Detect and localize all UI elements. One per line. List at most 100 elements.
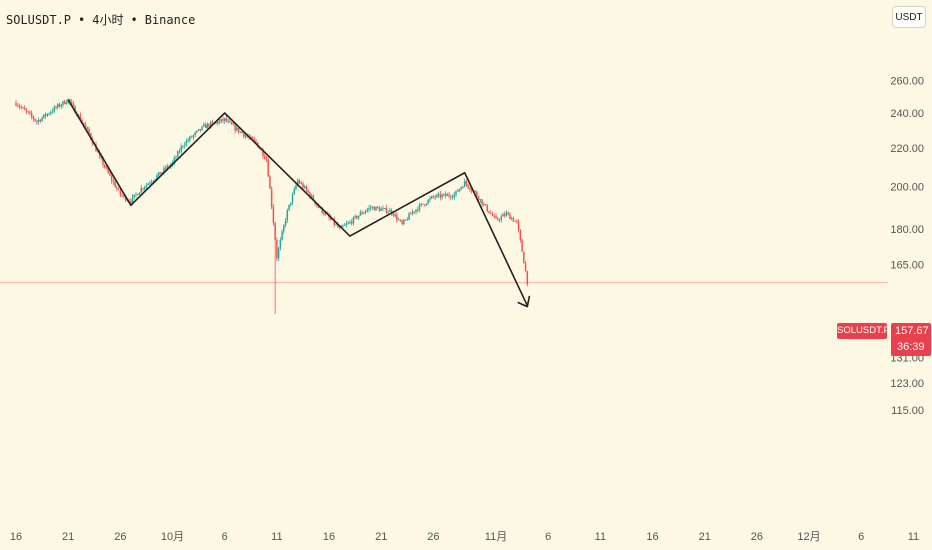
candle-body <box>443 193 445 195</box>
candle-body <box>378 207 381 211</box>
candle-body <box>490 213 492 214</box>
candle-body <box>166 165 169 170</box>
candle-body <box>190 136 193 138</box>
candle-body <box>521 239 523 252</box>
candle-body <box>37 119 40 122</box>
candle-body <box>142 188 144 190</box>
currency-button[interactable]: USDT <box>892 6 926 28</box>
candle-body <box>220 118 222 121</box>
symbol-name: SOLUSDT.P <box>6 13 72 27</box>
candle-body <box>173 158 176 163</box>
candle-body <box>234 124 236 131</box>
candle-body <box>463 181 466 188</box>
candle-body <box>309 192 311 198</box>
candle-body <box>25 109 28 112</box>
candle-body <box>436 194 438 198</box>
candle-body <box>370 207 372 209</box>
candle-body <box>441 194 443 198</box>
candle-body <box>79 115 82 121</box>
candle-body <box>56 104 59 108</box>
candle-body <box>307 190 309 193</box>
candle-body <box>232 124 235 126</box>
candle-body <box>15 103 17 106</box>
candle-body <box>133 194 136 197</box>
candle-body <box>201 126 203 131</box>
candle-body <box>154 179 156 181</box>
candle-body <box>303 186 306 188</box>
candle-body <box>149 183 151 185</box>
candle-body <box>203 124 205 127</box>
y-tick-label: 165.00 <box>890 259 924 271</box>
candle-body <box>465 181 468 185</box>
candle-body <box>349 221 351 223</box>
y-tick-label: 240.00 <box>890 108 924 120</box>
candle-body <box>147 183 149 186</box>
candle-body <box>410 213 412 215</box>
candle-body <box>335 224 337 226</box>
candle-body <box>470 189 473 191</box>
candle-body <box>121 195 123 196</box>
candle-body <box>406 219 409 221</box>
candle-body <box>156 175 158 180</box>
candle-body <box>225 118 228 122</box>
candle-body <box>41 117 43 122</box>
candle-body <box>103 164 106 168</box>
candle-body <box>199 129 202 131</box>
candle-body <box>444 193 447 196</box>
title-separator: • <box>78 13 86 27</box>
x-tick-label: 11 <box>908 531 919 543</box>
candle-body <box>397 219 400 221</box>
candle-body <box>183 144 186 146</box>
candle-body <box>382 208 384 210</box>
candle-body <box>250 136 252 138</box>
candle-body <box>230 122 233 125</box>
symbol-title: SOLUSDT.P • 4小时 • Binance <box>6 11 195 28</box>
candle-body <box>123 195 125 197</box>
candle-body <box>453 194 456 198</box>
candle-body <box>48 113 50 115</box>
candle-body <box>523 251 525 264</box>
candle-body <box>163 168 165 173</box>
candle-body <box>366 209 369 212</box>
candle-body <box>418 204 421 211</box>
candle-body <box>237 127 240 133</box>
candle-body <box>503 214 506 216</box>
candle-body <box>269 176 271 189</box>
candle-body <box>112 180 115 182</box>
candle-body <box>310 195 313 198</box>
candle-body <box>196 130 198 133</box>
candle-body <box>270 188 273 207</box>
candle-body <box>194 132 196 136</box>
x-tick-label: 12月 <box>797 531 820 543</box>
candle-body <box>185 140 188 145</box>
x-tick-label: 16 <box>323 531 335 543</box>
x-tick-label: 16 <box>646 531 658 543</box>
candle-body <box>96 151 99 153</box>
candle-body <box>404 219 407 221</box>
candle-body <box>263 156 266 159</box>
candle-body <box>290 202 292 205</box>
candle-body <box>408 213 410 220</box>
candle-body <box>432 196 435 198</box>
candle-body <box>347 222 349 224</box>
candle-body <box>244 135 247 137</box>
candle-body <box>423 204 426 206</box>
candle-body <box>65 102 68 104</box>
candle-body <box>117 188 120 190</box>
y-tick-label: 260.00 <box>890 76 924 88</box>
candle-body <box>437 194 440 195</box>
candle-body <box>72 103 75 107</box>
candle-body <box>479 199 482 201</box>
candle-body <box>236 127 238 131</box>
candle-body <box>507 212 509 214</box>
candle-body <box>330 217 332 220</box>
candle-body <box>150 182 153 184</box>
candle-body <box>283 225 285 232</box>
candle-body <box>474 190 476 192</box>
candle-body <box>77 115 80 117</box>
candle-body <box>488 211 490 214</box>
candle-body <box>450 196 452 198</box>
candle-body <box>34 118 36 121</box>
